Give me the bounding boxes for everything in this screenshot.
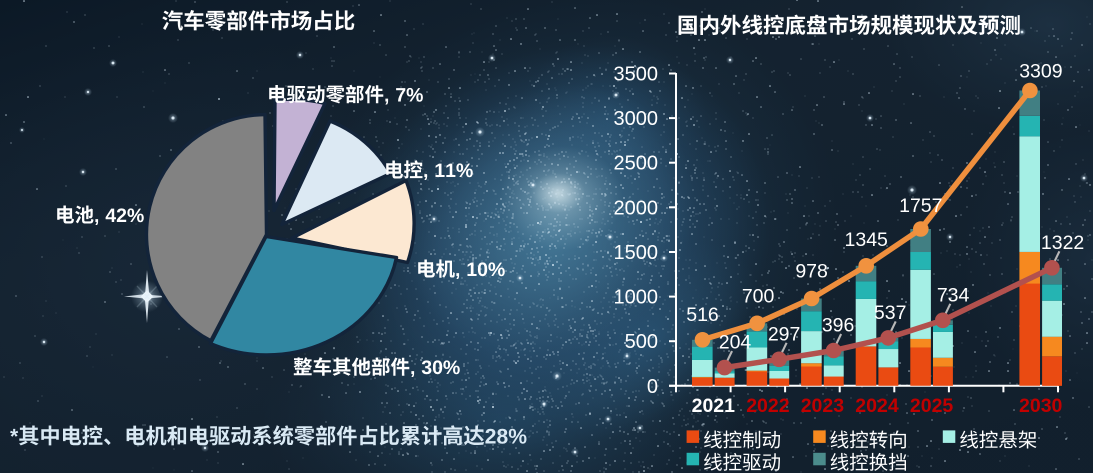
- svg-text:2000: 2000: [614, 197, 659, 219]
- svg-text:2021: 2021: [692, 395, 736, 417]
- svg-text:516: 516: [686, 304, 719, 326]
- svg-text:500: 500: [625, 331, 658, 353]
- svg-text:2022: 2022: [746, 395, 790, 417]
- svg-text:2025: 2025: [910, 395, 954, 417]
- svg-text:2024: 2024: [855, 395, 899, 417]
- svg-text:734: 734: [937, 284, 970, 306]
- svg-text:1322: 1322: [1041, 232, 1084, 254]
- svg-text:700: 700: [742, 285, 775, 307]
- svg-text:3500: 3500: [614, 64, 659, 86]
- svg-text:3309: 3309: [1019, 61, 1062, 83]
- svg-text:2030: 2030: [1019, 395, 1063, 417]
- svg-text:396: 396: [822, 315, 855, 337]
- svg-text:2500: 2500: [614, 153, 659, 175]
- svg-text:1345: 1345: [845, 229, 889, 251]
- svg-text:537: 537: [874, 302, 907, 324]
- svg-text:0: 0: [647, 376, 658, 398]
- svg-text:204: 204: [719, 332, 752, 354]
- svg-text:1757: 1757: [899, 195, 942, 217]
- svg-text:3000: 3000: [614, 108, 659, 130]
- svg-text:297: 297: [768, 323, 801, 345]
- svg-text:978: 978: [795, 261, 828, 283]
- svg-text:1500: 1500: [614, 242, 659, 264]
- svg-text:2023: 2023: [801, 395, 845, 417]
- svg-text:1000: 1000: [614, 287, 659, 309]
